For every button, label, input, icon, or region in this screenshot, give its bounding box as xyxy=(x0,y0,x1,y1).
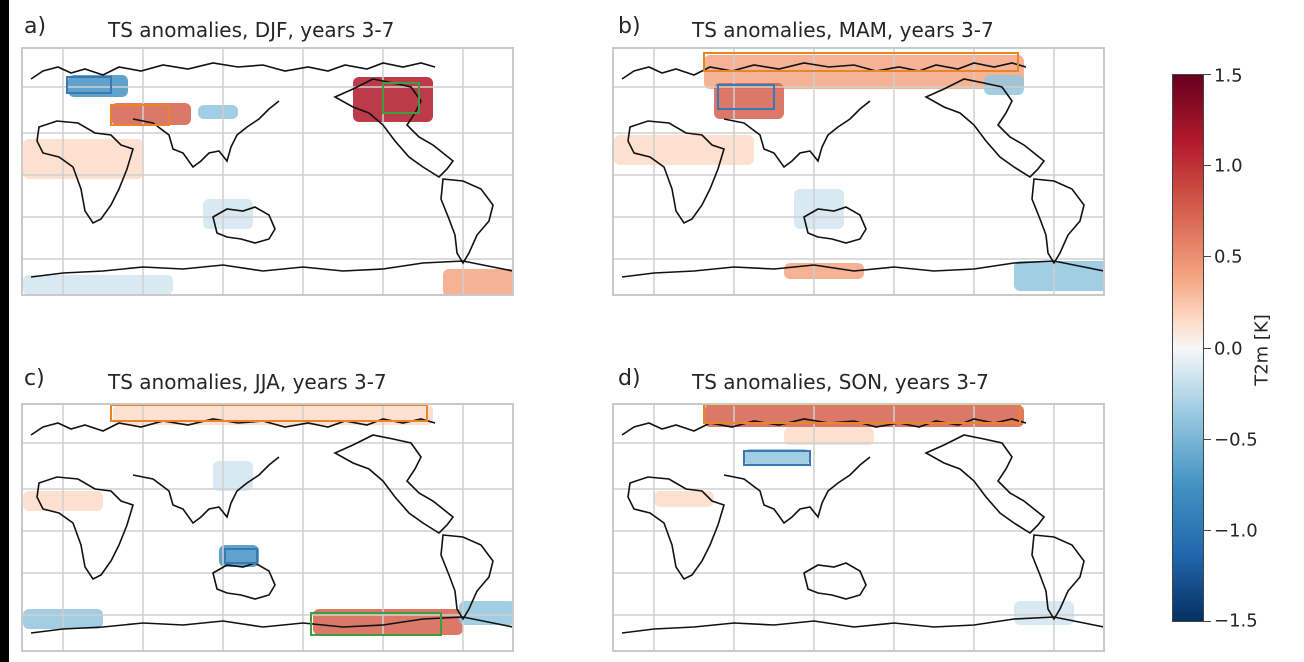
anomaly-patch xyxy=(23,275,173,294)
map-svg-a xyxy=(23,49,512,294)
coastline xyxy=(132,100,280,169)
panel-b-title: TS anomalies, MAM, years 3-7 xyxy=(692,18,994,42)
coastline xyxy=(627,476,725,581)
colorbar-tick xyxy=(1204,348,1211,349)
coastline xyxy=(621,616,1103,634)
colorbar-label: T2m [K] xyxy=(1251,314,1273,386)
map-svg-d xyxy=(614,405,1103,650)
coastline xyxy=(924,78,1046,179)
coastline xyxy=(212,562,276,600)
anomaly-patch xyxy=(353,77,433,122)
map-panel-b xyxy=(612,47,1105,296)
panel-b-label: b) xyxy=(618,14,641,39)
coastline xyxy=(440,178,494,265)
colorbar-tick-label: 0.5 xyxy=(1214,246,1243,268)
anomaly-patch xyxy=(784,263,864,279)
anomaly-patch xyxy=(198,105,238,119)
map-svg-c xyxy=(23,405,512,650)
coastline xyxy=(333,434,455,535)
anomaly-patch xyxy=(23,139,143,179)
colorbar-tick xyxy=(1204,165,1211,166)
colorbar-tick xyxy=(1204,621,1211,622)
panel-a-title: TS anomalies, DJF, years 3-7 xyxy=(108,18,395,42)
anomaly-patch xyxy=(744,449,810,465)
anomaly-patch xyxy=(219,545,259,567)
region-box xyxy=(703,405,1021,424)
left-edge-bar xyxy=(0,0,9,662)
panel-c-title: TS anomalies, JJA, years 3-7 xyxy=(108,370,387,394)
anomaly-patch xyxy=(1014,261,1103,291)
colorbar-tick-label: 1.5 xyxy=(1214,65,1243,87)
colorbar-tick xyxy=(1204,530,1211,531)
anomaly-patch xyxy=(68,75,128,97)
coastline xyxy=(440,534,494,621)
coastline xyxy=(627,120,725,225)
coastline xyxy=(36,476,134,581)
coastline xyxy=(803,562,867,600)
anomaly-patch xyxy=(203,199,253,229)
colorbar-tick-label: −1.0 xyxy=(1214,520,1258,542)
region-box xyxy=(717,84,775,110)
anomaly-patch xyxy=(1014,601,1074,625)
coastline xyxy=(1031,534,1085,621)
anomaly-patch xyxy=(614,135,754,165)
coastline xyxy=(924,434,1046,535)
anomaly-patch xyxy=(213,461,253,491)
coastline xyxy=(621,62,1027,80)
coastline xyxy=(36,120,134,225)
coastline xyxy=(30,260,512,278)
region-box xyxy=(743,450,811,466)
map-svg-b xyxy=(614,49,1103,294)
colorbar-tick-label: 1.0 xyxy=(1214,155,1243,177)
coastline xyxy=(723,100,871,169)
coastline xyxy=(30,62,436,80)
region-box xyxy=(310,612,442,636)
region-box xyxy=(382,82,420,114)
map-panel-a xyxy=(21,47,514,296)
colorbar-tick xyxy=(1204,439,1211,440)
region-box xyxy=(110,405,428,422)
map-panel-c xyxy=(21,403,514,652)
panel-d-title: TS anomalies, SON, years 3-7 xyxy=(692,370,989,394)
coastline xyxy=(333,78,455,179)
map-panel-d xyxy=(612,403,1105,652)
region-box xyxy=(110,104,170,126)
coastline xyxy=(723,456,871,525)
colorbar-tick-label: −0.5 xyxy=(1214,429,1258,451)
anomaly-patch xyxy=(654,491,714,507)
panel-c-label: c) xyxy=(24,366,45,391)
colorbar-gradient xyxy=(1172,74,1204,622)
anomaly-patch xyxy=(984,75,1024,95)
colorbar-tick-label: −1.5 xyxy=(1214,610,1258,632)
anomaly-patch xyxy=(704,405,1024,427)
coastline xyxy=(803,206,867,244)
colorbar-tick xyxy=(1204,256,1211,257)
coastline xyxy=(212,206,276,244)
anomaly-patch xyxy=(443,269,512,294)
region-box xyxy=(66,76,112,94)
region-box xyxy=(703,52,1019,72)
coastline xyxy=(30,616,512,634)
anomaly-patch xyxy=(111,103,191,125)
coastline xyxy=(621,260,1103,278)
panel-d-label: d) xyxy=(618,366,641,391)
region-box xyxy=(224,548,258,564)
anomaly-patch xyxy=(784,427,874,445)
colorbar-tick xyxy=(1204,74,1211,75)
coastline xyxy=(132,456,280,525)
panel-a-label: a) xyxy=(24,14,47,39)
colorbar-tick-label: 0.0 xyxy=(1214,338,1243,360)
coastline xyxy=(1031,178,1085,265)
